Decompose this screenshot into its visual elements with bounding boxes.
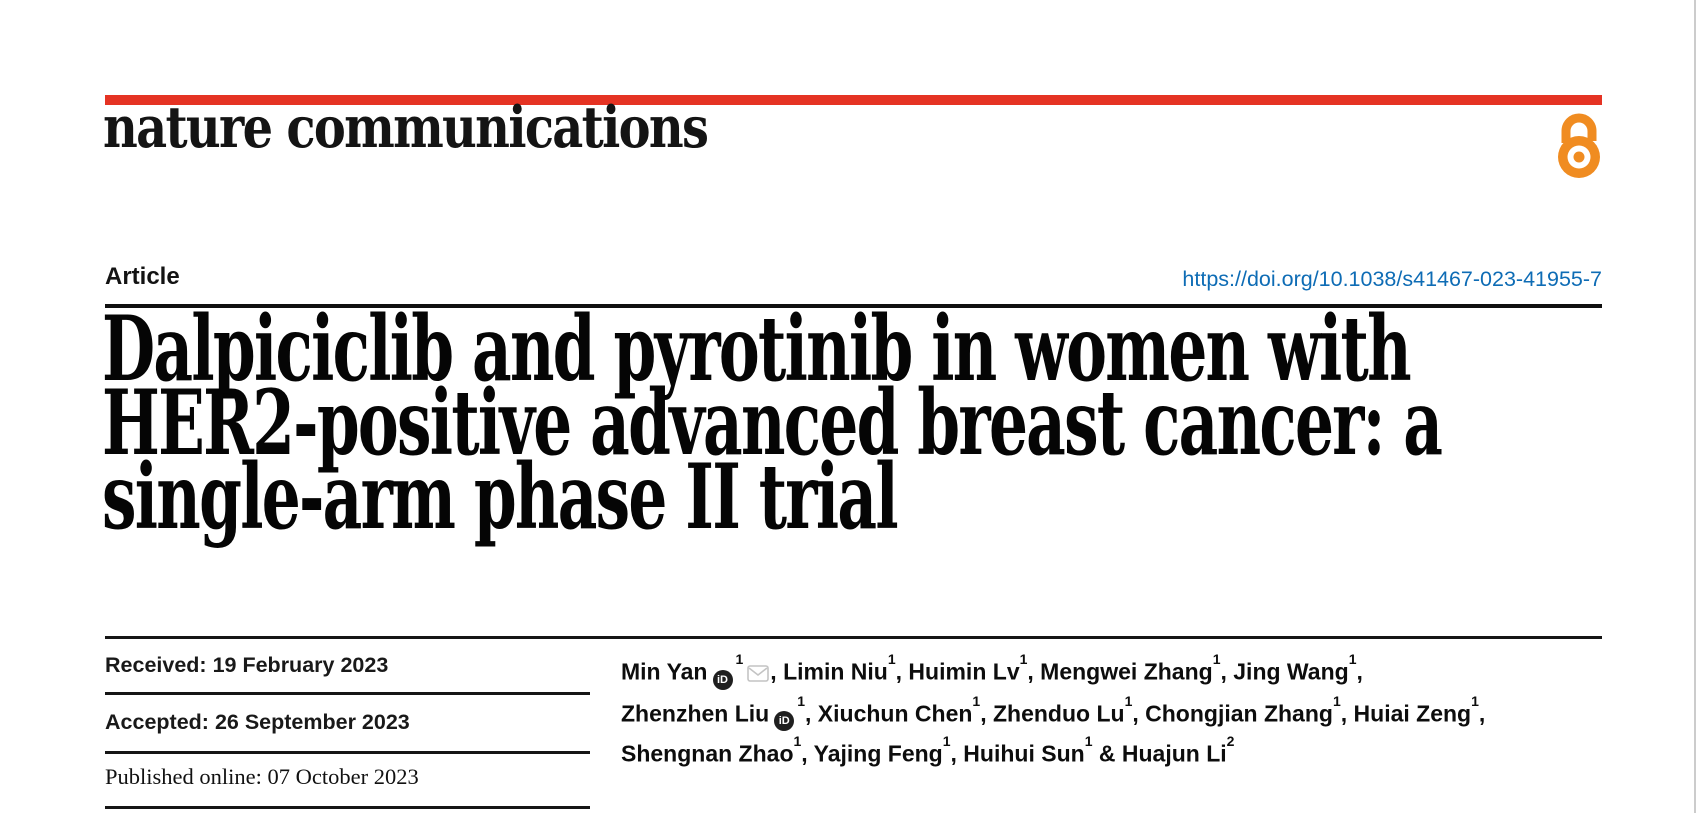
author-name-text: , [1356, 658, 1363, 685]
email-icon[interactable] [747, 657, 770, 691]
header-divider [105, 304, 1602, 308]
affiliation-superscript: 1 [972, 692, 981, 709]
author-name-text: , Limin Niu [770, 658, 888, 685]
orcid-icon[interactable]: iD [712, 669, 733, 690]
published-date-row: Published online: 07 October 2023 [105, 764, 419, 789]
affiliation-superscript: 1 [1124, 692, 1133, 709]
article-title-line: single-arm phase II trial [102, 444, 899, 550]
author-name-text: , Zhenduo Lu [980, 700, 1125, 727]
author-name-text: , Chongjian Zhang [1132, 700, 1333, 727]
accepted-date-row: Accepted: 26 September 2023 [105, 711, 410, 733]
article-title-line: Dalpiciclib and pyrotinib in women with [102, 296, 1412, 402]
doi-link[interactable]: https://doi.org/10.1038/s41467-023-41955… [1182, 267, 1602, 291]
affiliation-superscript: 2 [1226, 733, 1235, 750]
padlock-keyhole-dot [1573, 151, 1585, 163]
affiliation-superscript: 1 [735, 651, 744, 667]
orcid-icon[interactable]: iD [774, 711, 795, 732]
author-name-text: , Huimin Lv [895, 658, 1020, 685]
affiliation-superscript: 1 [1332, 692, 1341, 709]
article-type-label: Article [105, 263, 180, 290]
journal-logo: nature communications [103, 94, 709, 161]
author-name-text: , Yajing Feng [801, 740, 943, 767]
brand-color-bar [105, 95, 1602, 105]
author-name-text: , Jing Wang [1220, 658, 1349, 685]
accepted-value: 26 September 2023 [214, 710, 410, 734]
author-name-text: , Mengwei Zhang [1027, 658, 1213, 685]
history-divider [105, 751, 590, 754]
affiliation-superscript: 1 [1084, 733, 1093, 750]
history-top-divider [105, 636, 1602, 639]
published-value: 07 October 2023 [267, 764, 419, 789]
author-name-text: , [1478, 700, 1486, 727]
affiliation-superscript: 1 [887, 651, 896, 667]
page-right-edge [1694, 0, 1696, 813]
affiliation-superscript: 1 [1471, 692, 1479, 709]
author-list: Min Yan iD1, Limin Niu1, Huimin Lv1, Meng… [621, 649, 1631, 771]
open-access-icon[interactable] [1556, 110, 1602, 185]
article-title-line: HER2-positive advanced breast cancer: a [102, 370, 1443, 476]
received-date-row: Received: 19 February 2023 [105, 654, 388, 676]
author-name-text: & Huajun Li [1092, 740, 1227, 767]
padlock-shackle [1561, 113, 1597, 143]
author-line: Zhenzhen Liu iD1, Xiuchun Chen1, Zhenduo … [621, 691, 1631, 732]
author-name-text: Min Yan [621, 658, 708, 685]
affiliation-superscript: 1 [1348, 651, 1357, 667]
affiliation-superscript: 1 [1019, 651, 1028, 667]
accepted-label: Accepted: [105, 710, 209, 734]
history-divider [105, 692, 590, 695]
author-name-text: , Huihui Sun [950, 740, 1085, 767]
author-name-text: Zhenzhen Liu [621, 700, 770, 727]
author-name-text: Shengnan Zhao [621, 740, 794, 767]
received-label: Received: [105, 653, 207, 677]
author-line: Shengnan Zhao1, Yajing Feng1, Huihui Sun… [621, 731, 1631, 771]
author-name-text: , Xiuchun Chen [805, 700, 973, 727]
affiliation-superscript: 1 [793, 733, 802, 750]
history-divider [105, 806, 590, 809]
published-label: Published online: [105, 764, 262, 789]
received-value: 19 February 2023 [212, 653, 389, 677]
author-name-text: , Huiai Zeng [1340, 700, 1472, 727]
author-line: Min Yan iD1, Limin Niu1, Huimin Lv1, Meng… [621, 649, 1631, 691]
affiliation-superscript: 1 [942, 733, 951, 750]
article-title: Dalpiciclib and pyrotinib in women with … [102, 296, 1701, 550]
affiliation-superscript: 1 [797, 692, 806, 709]
affiliation-superscript: 1 [1212, 651, 1221, 667]
